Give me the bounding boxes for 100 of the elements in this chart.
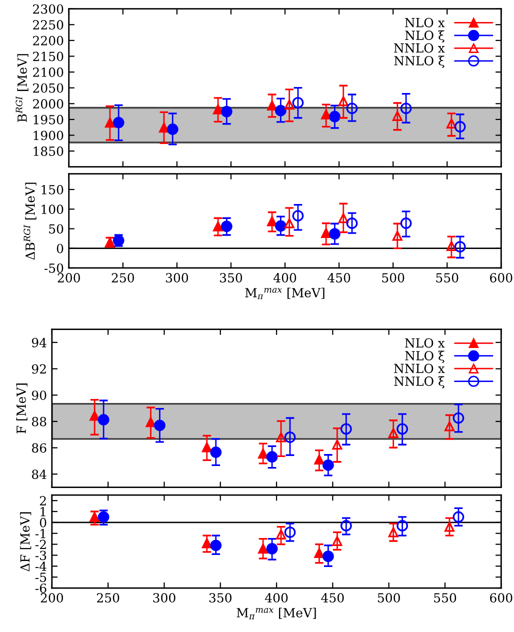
point bbox=[454, 121, 466, 132]
y-tick-label: 1950 bbox=[34, 114, 64, 124]
y-tick-label: 1850 bbox=[34, 146, 64, 156]
point bbox=[112, 116, 124, 128]
point bbox=[444, 522, 454, 532]
y-tick-label: 94 bbox=[32, 338, 46, 348]
x-tick-label: 450 bbox=[328, 273, 350, 283]
x-tick-label: 300 bbox=[153, 593, 176, 603]
point bbox=[220, 220, 232, 232]
y-tick-label: 50 bbox=[49, 224, 64, 234]
x-tick-label: 400 bbox=[273, 273, 296, 283]
x-tick-label: 200 bbox=[40, 593, 64, 603]
legend-label: NNLO ξ bbox=[394, 56, 444, 68]
point bbox=[104, 118, 115, 128]
y-tick-label: 86 bbox=[32, 443, 46, 453]
point bbox=[154, 420, 166, 432]
point bbox=[392, 110, 402, 121]
point bbox=[322, 459, 334, 471]
point bbox=[340, 520, 352, 532]
point bbox=[213, 221, 224, 232]
y-tick-label: 2300 bbox=[33, 4, 64, 14]
x-tick-label: 350 bbox=[220, 273, 242, 283]
point bbox=[274, 104, 286, 116]
point bbox=[98, 511, 110, 523]
y-tick-label: 1900 bbox=[34, 130, 64, 140]
point bbox=[284, 432, 296, 443]
x-tick-label: 300 bbox=[166, 273, 188, 283]
point bbox=[452, 511, 464, 523]
point bbox=[338, 213, 348, 224]
point bbox=[314, 548, 324, 558]
point bbox=[267, 216, 278, 226]
y-tick-label: -6 bbox=[35, 583, 46, 593]
point bbox=[158, 122, 169, 133]
point bbox=[446, 240, 456, 251]
point bbox=[314, 454, 324, 464]
point bbox=[266, 451, 278, 463]
point bbox=[340, 423, 352, 435]
point bbox=[284, 100, 294, 110]
point bbox=[321, 228, 332, 238]
y-tick-label: 90 bbox=[32, 390, 46, 400]
y-tick-label: 150 bbox=[42, 184, 64, 194]
y-tick-label: -50 bbox=[44, 263, 64, 273]
point bbox=[90, 410, 100, 421]
x-tick-label: 600 bbox=[490, 593, 512, 603]
point bbox=[388, 428, 398, 438]
x-tick-label: 250 bbox=[96, 593, 120, 603]
y-tick-label: 88 bbox=[32, 416, 46, 426]
point bbox=[276, 529, 286, 540]
y-axis-title: ΔB$^{RGI}$ [MeV] bbox=[24, 182, 36, 260]
y-tick-label: -1 bbox=[35, 528, 46, 538]
y-tick-label: 2250 bbox=[33, 20, 64, 30]
legend-label: NNLO x bbox=[394, 364, 445, 374]
point bbox=[202, 538, 212, 548]
point bbox=[258, 448, 268, 459]
y-tick-label: 2150 bbox=[33, 52, 64, 62]
point bbox=[338, 96, 348, 106]
point bbox=[454, 241, 466, 252]
legend-label: NNLO x bbox=[394, 43, 445, 53]
point bbox=[346, 102, 358, 114]
y-tick-label: -5 bbox=[35, 572, 46, 582]
point bbox=[321, 109, 332, 120]
point bbox=[267, 100, 278, 111]
x-tick-label: 500 bbox=[382, 273, 404, 283]
point bbox=[444, 421, 454, 432]
point bbox=[292, 210, 304, 222]
y-tick-label: -4 bbox=[35, 562, 46, 571]
point bbox=[274, 220, 286, 232]
point bbox=[146, 417, 156, 428]
point bbox=[284, 218, 294, 228]
legend-label: NLO ξ bbox=[405, 350, 444, 363]
point bbox=[396, 423, 408, 435]
point bbox=[396, 520, 408, 532]
point bbox=[266, 542, 278, 554]
point bbox=[220, 106, 232, 118]
y-tick-label: 0 bbox=[56, 244, 64, 254]
y-tick-label: 2100 bbox=[33, 68, 64, 77]
y-axis-title: B$^{RGI}$ [MeV] bbox=[16, 54, 28, 122]
y-tick-label: 92 bbox=[32, 364, 46, 374]
y-tick-label: 2 bbox=[40, 496, 46, 506]
point bbox=[213, 104, 224, 114]
point bbox=[210, 446, 222, 458]
point bbox=[332, 536, 342, 546]
x-tick-label: 450 bbox=[321, 593, 344, 603]
point bbox=[258, 544, 268, 554]
x-tick-label: 200 bbox=[58, 273, 80, 283]
x-tick-label: 500 bbox=[378, 593, 400, 603]
y-axis-title: F [MeV] bbox=[16, 384, 28, 434]
point bbox=[329, 110, 340, 122]
x-tick-label: 250 bbox=[112, 273, 134, 283]
x-tick-label: 350 bbox=[209, 593, 232, 603]
y-tick-label: -3 bbox=[35, 550, 46, 560]
legend-label: NLO x bbox=[405, 18, 445, 28]
point bbox=[98, 414, 110, 426]
x-tick-label: 550 bbox=[434, 593, 456, 603]
x-tick-label: 550 bbox=[436, 273, 458, 283]
point bbox=[400, 218, 412, 229]
x-axis-title: M$_{π}$$^{max}$ [MeV] bbox=[236, 608, 316, 620]
y-tick-label: 1 bbox=[40, 506, 46, 516]
y-tick-label: 84 bbox=[32, 470, 46, 480]
point bbox=[90, 512, 100, 522]
